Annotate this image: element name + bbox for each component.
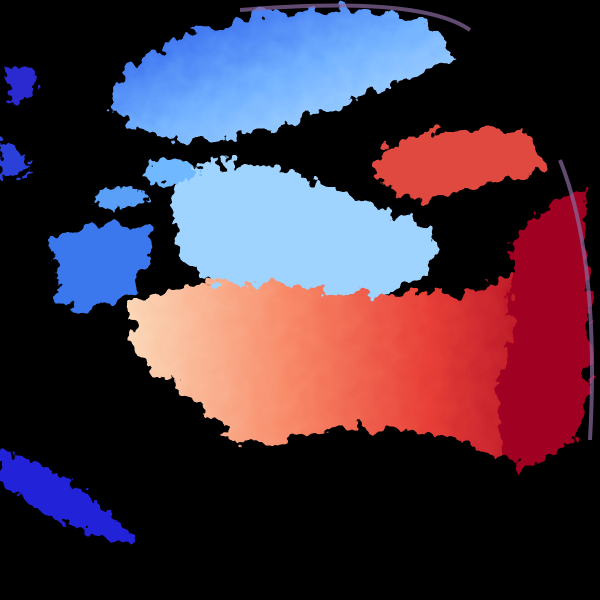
echo-upper-right-red: [378, 127, 543, 200]
echo-small-blue-2: [145, 159, 200, 184]
clutter-echoes: [0, 66, 200, 545]
echo-warm-center: [130, 240, 586, 460]
echo-top-blue: [110, 9, 450, 140]
echo-bottom-left-dark-blue: [0, 450, 140, 545]
range-ring-edge: [239, 3, 594, 441]
echo-left-blue: [50, 222, 152, 310]
echo-small-blue-1: [95, 186, 150, 209]
echo-center-light-blue: [170, 163, 440, 304]
velocity-echoes: [50, 9, 590, 470]
echo-top-left-dark-blue: [5, 66, 40, 105]
echo-left-edge-blue: [0, 140, 30, 177]
echo-right-red: [497, 190, 590, 470]
